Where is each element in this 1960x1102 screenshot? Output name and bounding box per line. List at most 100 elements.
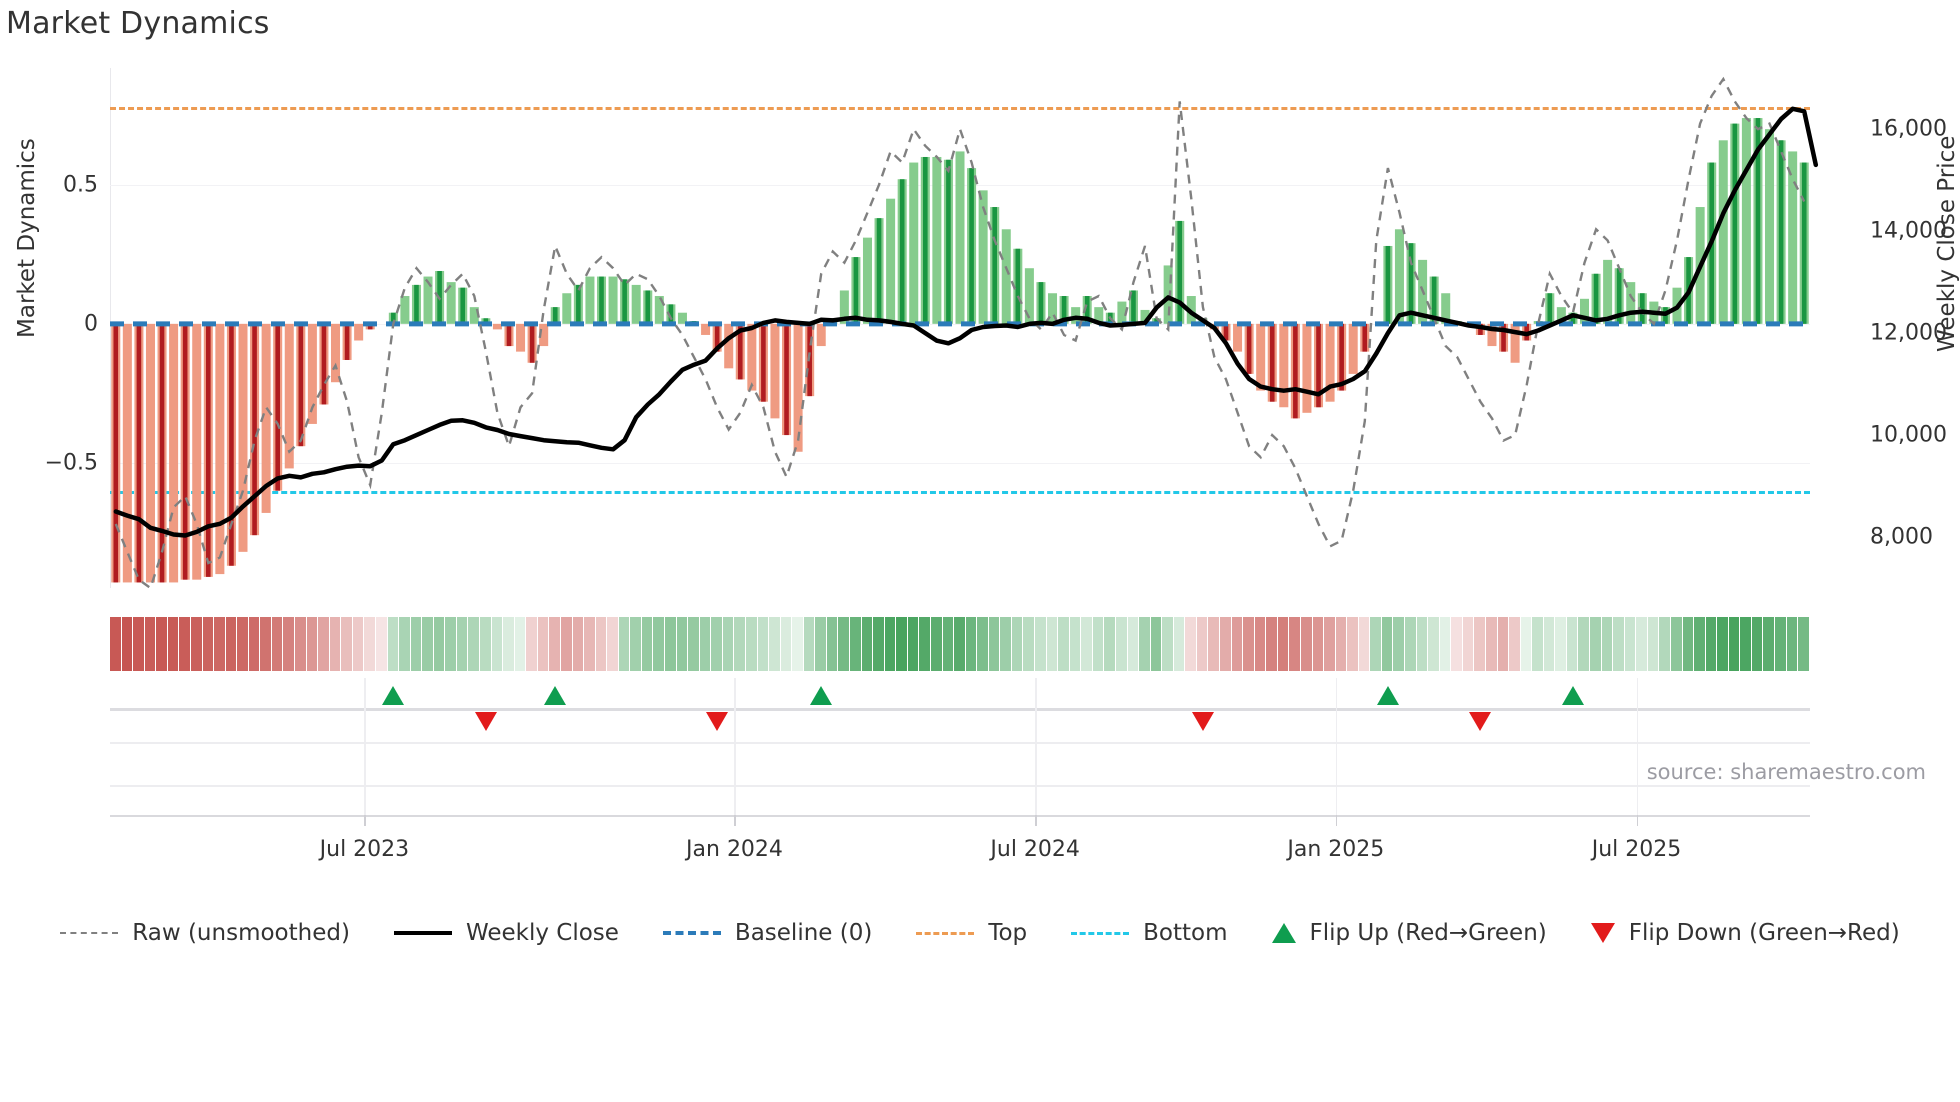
- flip-band-baseline: [110, 708, 1810, 711]
- bar-group: [1048, 293, 1058, 324]
- heat-strip-cell: [1092, 617, 1105, 671]
- heat-strip-cell: [1786, 617, 1799, 671]
- heat-strip-cell: [1058, 617, 1070, 671]
- flip-down-marker[interactable]: [1191, 712, 1214, 731]
- bar-group: [1175, 220, 1185, 324]
- bar-group: [226, 323, 236, 566]
- heat-strip-cell: [480, 617, 492, 671]
- bar-group: [1302, 323, 1312, 413]
- heat-strip-cell: [214, 617, 226, 671]
- bar-group: [643, 290, 653, 324]
- heat-strip-cell: [803, 617, 816, 671]
- dashed-orange-line-icon: [916, 931, 975, 935]
- bar-group: [1788, 151, 1798, 324]
- heat-strip-cell: [572, 617, 585, 671]
- bar-group: [1568, 312, 1578, 324]
- heat-strip-cell: [1728, 617, 1741, 671]
- heat-strip-cell: [1497, 617, 1510, 671]
- heat-strip-cell: [757, 617, 770, 671]
- bar-group: [504, 323, 514, 347]
- flip-down-marker[interactable]: [1469, 712, 1492, 731]
- bar-group: [1117, 301, 1127, 324]
- legend-item[interactable]: Bottom: [1071, 920, 1228, 946]
- triangle-down-red-icon: [1590, 923, 1615, 943]
- flip-up-marker[interactable]: [810, 686, 833, 705]
- heat-strip-cell: [850, 617, 862, 671]
- heat-strip-cell: [676, 617, 689, 671]
- bar-group: [862, 237, 872, 324]
- heat-strip-cell: [1763, 617, 1775, 671]
- legend-label: Baseline (0): [734, 920, 873, 946]
- flip-down-marker[interactable]: [474, 712, 497, 731]
- y-axis-left-tick: −0.5: [44, 450, 98, 476]
- heat-strip-cell: [1289, 617, 1301, 671]
- bar-group: [724, 323, 734, 369]
- lower-panel-gridline: [110, 742, 1810, 744]
- bar-group: [677, 312, 687, 324]
- y-axis-right-tick: 12,000: [1870, 320, 1947, 346]
- heat-strip-cell: [1393, 617, 1405, 671]
- heat-strip-cell: [1381, 617, 1394, 671]
- bar-group: [990, 207, 1000, 324]
- bar-group: [423, 276, 433, 324]
- flip-up-marker[interactable]: [544, 686, 567, 705]
- bar-group: [666, 304, 676, 324]
- legend-item[interactable]: Weekly Close: [393, 920, 619, 946]
- flip-up-marker[interactable]: [1376, 686, 1399, 705]
- heat-strip-cell: [815, 617, 827, 671]
- heat-strip-cell: [1601, 617, 1614, 671]
- bar-group: [539, 323, 549, 347]
- heat-strip-cell: [919, 617, 931, 671]
- bar-group: [527, 323, 537, 363]
- bar-group: [1475, 323, 1485, 335]
- heat-strip-cell: [907, 617, 920, 671]
- heat-strip-cell: [1520, 617, 1533, 671]
- bar-group: [1071, 307, 1081, 324]
- heat-strip-cell: [445, 617, 457, 671]
- legend-item[interactable]: Flip Down (Green→Red): [1590, 920, 1900, 946]
- heat-strip-cell: [526, 617, 538, 671]
- bar-group: [978, 190, 988, 324]
- bar-group: [1730, 123, 1740, 324]
- heat-strip-cell: [283, 617, 295, 671]
- bar-group: [770, 323, 780, 419]
- flip-down-marker[interactable]: [706, 712, 729, 731]
- heat-strip-cell: [1370, 617, 1382, 671]
- heat-strip-cell: [468, 617, 480, 671]
- x-gridline: [364, 678, 366, 818]
- legend-item[interactable]: Top: [916, 920, 1027, 946]
- dashed-cyan-line-icon: [1071, 931, 1130, 935]
- y-axis-right-label: Weekly Close Price: [1934, 135, 1960, 352]
- heat-strip-cell: [422, 617, 434, 671]
- bar-group: [1082, 296, 1092, 324]
- y-axis-right-tick: 14,000: [1870, 218, 1947, 244]
- heat-strip-cell: [873, 617, 885, 671]
- bar-group: [758, 323, 768, 402]
- bar-group: [1441, 293, 1451, 324]
- heat-strip-cell: [1775, 617, 1787, 671]
- heat-strip-cell: [248, 617, 261, 671]
- flip-up-marker[interactable]: [382, 686, 405, 705]
- bar-group: [122, 323, 132, 583]
- bar-group: [296, 323, 306, 447]
- legend-item[interactable]: Raw (unsmoothed): [60, 920, 350, 946]
- bar-group: [250, 323, 260, 536]
- bar-group: [1394, 229, 1404, 324]
- bar-group: [712, 323, 722, 352]
- bar-group: [1487, 323, 1497, 347]
- heat-strip-cell: [1416, 617, 1429, 671]
- x-axis-tick-mark: [1035, 815, 1037, 826]
- heat-strip-cell: [930, 617, 943, 671]
- heat-strip-cell: [780, 617, 793, 671]
- heat-strip-cell: [387, 617, 400, 671]
- legend-item[interactable]: Flip Up (Red→Green): [1271, 920, 1547, 946]
- bar-group: [1059, 296, 1069, 324]
- gridline-horizontal: [110, 462, 1810, 464]
- flip-up-marker[interactable]: [1561, 686, 1584, 705]
- heat-strip-cell: [1751, 617, 1764, 671]
- heat-strip-cell: [1358, 617, 1371, 671]
- legend-item[interactable]: Baseline (0): [662, 920, 873, 946]
- x-axis-tick-label: Jan 2025: [1287, 837, 1385, 862]
- heat-strip-cell: [1659, 617, 1671, 671]
